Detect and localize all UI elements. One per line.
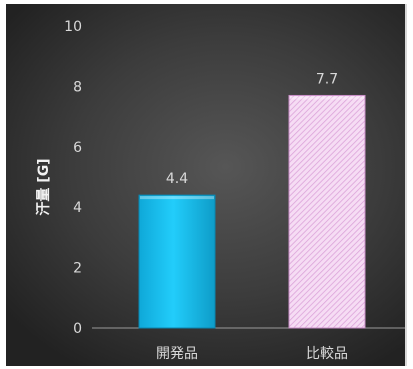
y-tick-label: 10 <box>64 19 82 35</box>
category-label-2: 比較品 <box>306 346 348 362</box>
bar-1 <box>138 194 216 329</box>
category-label-1: 開発品 <box>156 346 198 362</box>
y-axis-title: 汗量 [G] <box>35 158 52 215</box>
y-axis-ticks: 0 2 4 6 8 10 <box>64 19 82 337</box>
y-tick-label: 4 <box>73 200 82 216</box>
y-tick-label: 6 <box>73 140 82 156</box>
bars <box>138 94 366 329</box>
y-tick-label: 2 <box>73 261 82 277</box>
data-labels: 4.4 7.7 <box>166 71 338 187</box>
chart-area: 汗量 [G] 0 2 4 6 8 10 4.4 7.7 開発品 比較品 <box>6 4 407 366</box>
y-tick-label: 0 <box>73 321 82 337</box>
data-label-2: 7.7 <box>316 71 338 87</box>
bar-2 <box>288 94 366 329</box>
data-label-1: 4.4 <box>166 171 188 187</box>
bar-2-highlight <box>290 96 364 100</box>
bar-1-highlight <box>140 196 214 200</box>
bar-chart: 汗量 [G] 0 2 4 6 8 10 4.4 7.7 開発品 比較品 <box>35 19 405 362</box>
y-tick-label: 8 <box>73 79 82 95</box>
category-labels: 開発品 比較品 <box>156 346 348 362</box>
